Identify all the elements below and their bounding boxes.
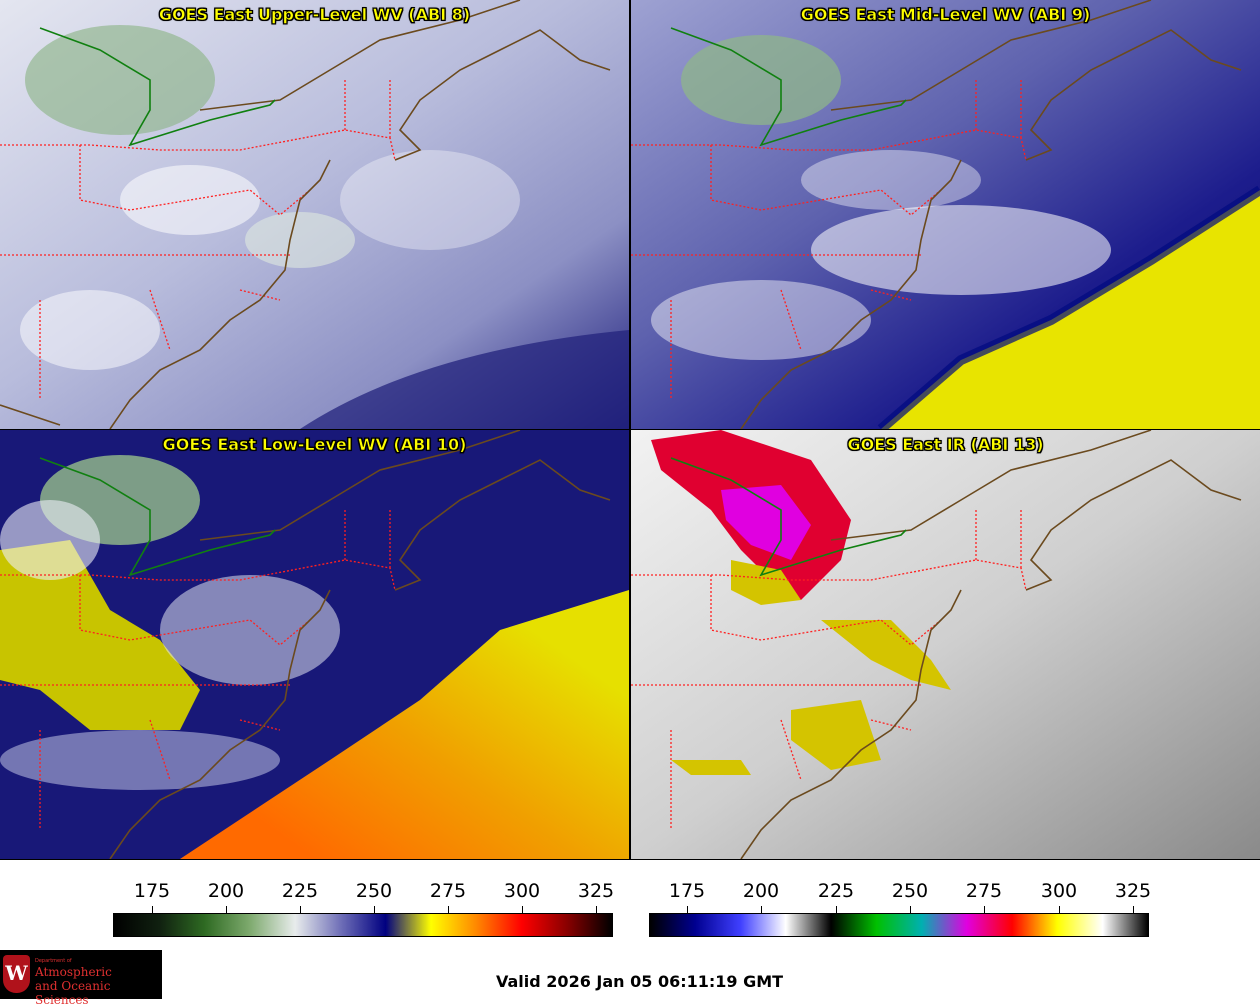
panel-bottom-edge <box>0 859 1260 860</box>
colorbar-tick-mark <box>687 906 688 913</box>
colorbar-tick-mark <box>1133 906 1134 913</box>
colorbar-tick-label: 250 <box>355 880 393 902</box>
ir-image <box>631 430 1260 859</box>
colorbar-tick-mark <box>226 906 227 913</box>
colorbar-tick-label: 175 <box>133 880 171 902</box>
colorbar-tick-mark <box>300 906 301 913</box>
colorbar-tick-label: 225 <box>281 880 319 902</box>
colorbar-tick-label: 225 <box>817 880 855 902</box>
panel-title: GOES East Upper-Level WV (ABI 8) <box>158 5 471 25</box>
upper-level-wv-image <box>0 0 629 429</box>
panel-divider-horizontal <box>0 429 1260 430</box>
colorbar-tick-label: 325 <box>577 880 615 902</box>
colorbar-tick-label: 325 <box>1114 880 1152 902</box>
colorbar-tick-label: 200 <box>207 880 245 902</box>
colorbar-tick-mark <box>1059 906 1060 913</box>
colorbar-tick-label: 300 <box>503 880 541 902</box>
colorbar-tick-mark <box>374 906 375 913</box>
low-level-wv-image <box>0 430 629 859</box>
colorbar-tick-label: 300 <box>1040 880 1078 902</box>
colorbar-tick-label: 200 <box>742 880 780 902</box>
logo-line2: and Oceanic Sciences <box>35 979 111 1007</box>
panel-title: GOES East IR (ABI 13) <box>847 435 1044 455</box>
colorbar-tick-label: 275 <box>965 880 1003 902</box>
aos-logo: W Department of Atmospheric and Oceanic … <box>0 950 162 1007</box>
colorbar-tick-mark <box>984 906 985 913</box>
colorbar-tick-label: 250 <box>891 880 929 902</box>
panel-title: GOES East Mid-Level WV (ABI 9) <box>800 5 1091 25</box>
valid-time: Valid 2026 Jan 05 06:11:19 GMT <box>496 972 784 991</box>
mid-level-wv-image <box>631 0 1260 429</box>
uw-shield-icon: W <box>3 955 30 993</box>
colorbar-tick-mark <box>836 906 837 913</box>
colorbar-tick-mark <box>596 906 597 913</box>
panel-divider-vertical <box>629 0 631 860</box>
logo-line1: Atmospheric <box>35 965 112 979</box>
wv-colorbar <box>113 913 613 937</box>
logo-department-text: Department of <box>35 958 72 964</box>
colorbar-tick-mark <box>448 906 449 913</box>
colorbar-tick-label: 275 <box>429 880 467 902</box>
panel-low-level-wv: GOES East Low-Level WV (ABI 10) <box>0 430 629 859</box>
colorbar-tick-mark <box>761 906 762 913</box>
colorbar-tick-mark <box>152 906 153 913</box>
panel-ir: GOES East IR (ABI 13) <box>631 430 1260 859</box>
panel-title: GOES East Low-Level WV (ABI 10) <box>162 435 467 455</box>
ir-colorbar <box>649 913 1149 937</box>
panel-mid-level-wv: GOES East Mid-Level WV (ABI 9) <box>631 0 1260 429</box>
colorbar-tick-mark <box>522 906 523 913</box>
colorbar-tick-label: 175 <box>668 880 706 902</box>
colorbar-tick-mark <box>910 906 911 913</box>
panel-upper-level-wv: GOES East Upper-Level WV (ABI 8) <box>0 0 629 429</box>
